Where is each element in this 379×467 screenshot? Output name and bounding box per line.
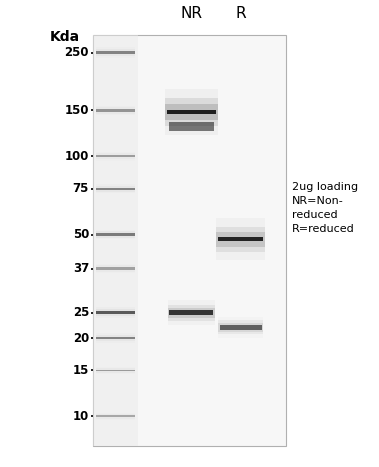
Bar: [96, 414, 135, 419]
Bar: [96, 51, 135, 54]
Bar: [96, 264, 135, 273]
Bar: [218, 320, 263, 334]
Bar: [169, 311, 213, 315]
Bar: [165, 89, 218, 135]
Bar: [169, 122, 214, 131]
Bar: [96, 232, 135, 238]
Bar: [216, 232, 265, 247]
Bar: [220, 325, 262, 330]
Bar: [96, 49, 135, 57]
Text: 100: 100: [65, 150, 89, 163]
Bar: [218, 323, 263, 332]
Bar: [216, 218, 265, 260]
Text: R: R: [235, 6, 246, 21]
Bar: [168, 308, 215, 318]
Bar: [96, 47, 135, 58]
Bar: [167, 110, 216, 114]
Bar: [96, 268, 135, 270]
Bar: [96, 333, 135, 343]
Text: 25: 25: [73, 306, 89, 319]
Bar: [96, 368, 135, 373]
Bar: [218, 237, 263, 241]
Bar: [93, 35, 138, 446]
Bar: [96, 188, 135, 190]
Bar: [168, 305, 215, 321]
Bar: [96, 307, 135, 318]
Bar: [96, 106, 135, 115]
Bar: [96, 186, 135, 192]
Bar: [96, 309, 135, 317]
Text: 20: 20: [73, 332, 89, 345]
Text: 10: 10: [73, 410, 89, 423]
Bar: [96, 337, 135, 339]
Text: Kda: Kda: [49, 30, 79, 44]
Text: 75: 75: [73, 182, 89, 195]
Text: NR: NR: [180, 6, 202, 21]
Text: 2ug loading
NR=Non-
reduced
R=reduced: 2ug loading NR=Non- reduced R=reduced: [292, 182, 358, 234]
Bar: [96, 335, 135, 341]
Bar: [96, 109, 135, 112]
Bar: [96, 369, 135, 371]
Bar: [216, 226, 265, 252]
Text: 37: 37: [73, 262, 89, 275]
Bar: [96, 152, 135, 161]
Bar: [96, 107, 135, 113]
Bar: [96, 311, 135, 314]
Text: 150: 150: [64, 104, 89, 117]
Bar: [165, 98, 218, 126]
Text: 15: 15: [73, 364, 89, 377]
Bar: [96, 153, 135, 159]
Bar: [96, 415, 135, 417]
Bar: [96, 412, 135, 420]
Bar: [96, 367, 135, 374]
Bar: [96, 266, 135, 272]
Text: 50: 50: [73, 228, 89, 241]
Text: 250: 250: [64, 46, 89, 59]
Bar: [96, 234, 135, 236]
Bar: [96, 184, 135, 193]
Bar: [93, 35, 286, 446]
Bar: [168, 300, 215, 325]
Bar: [218, 317, 263, 338]
Bar: [165, 104, 218, 120]
Bar: [96, 230, 135, 239]
Bar: [96, 155, 135, 157]
